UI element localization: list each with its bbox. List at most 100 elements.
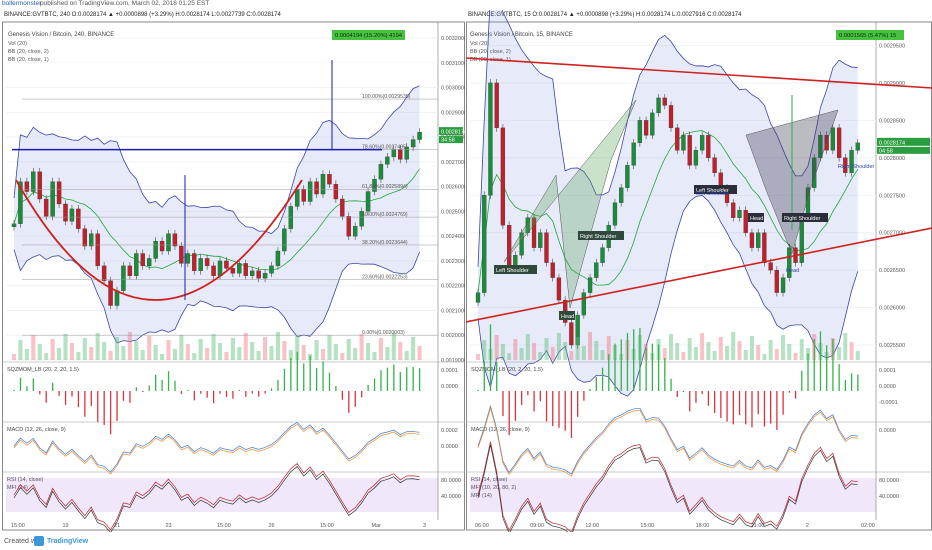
volume-bar [781, 335, 786, 360]
candle-body [675, 127, 680, 151]
volume-bar [762, 354, 767, 360]
squeeze-bar [19, 377, 22, 391]
volume-bar [681, 352, 686, 360]
y-tick-label: 0.0028500 [879, 118, 905, 124]
candle-body [185, 253, 191, 264]
indicator-name: MFI (10, 20, 80, 2) [471, 485, 516, 491]
candle-body [830, 127, 836, 151]
squeeze-bar [155, 374, 157, 391]
indicator-tick: 0.0000 [879, 384, 896, 390]
volume-bar [700, 333, 705, 360]
chart-canvas-right[interactable]: 0.0029500 0.0029000 0.0028500 0.0028000 0.00… [466, 10, 932, 532]
rsi-band [470, 478, 876, 512]
squeeze-bar [322, 361, 324, 391]
volume-bar [600, 350, 605, 360]
volume-bar [575, 337, 580, 360]
squeeze-bar [689, 391, 691, 412]
squeeze-bar [564, 391, 566, 431]
indicator-name: MACD (12, 26, close, 9) [7, 427, 66, 433]
squeeze-bar [701, 391, 703, 394]
bollinger-upper [477, 10, 858, 267]
candle-body [488, 82, 493, 196]
squeeze-bar [508, 391, 510, 436]
chart-title-right: Genesis Vision / Bitcoin, 15, BINANCE [470, 32, 573, 38]
volume-bar [712, 351, 717, 360]
volume-bar [160, 354, 165, 360]
volume-bar [185, 344, 190, 360]
candle-body [95, 233, 100, 267]
squeeze-bar [527, 391, 529, 396]
squeeze-bar [90, 391, 92, 407]
candle-body [818, 135, 823, 158]
squeeze-bar [58, 391, 60, 396]
x-tick-label: Mar [372, 523, 382, 529]
squeeze-bar [570, 391, 573, 438]
volume-bar [243, 333, 248, 360]
squeeze-bar [807, 353, 809, 391]
candle-body [404, 146, 409, 160]
squeeze-bar [64, 391, 67, 405]
bollinger-upper [13, 85, 420, 235]
macd-signal [13, 423, 420, 475]
volume-bar [372, 352, 377, 360]
indicator-name: MFI (14) [471, 493, 492, 499]
squeeze-bar [84, 391, 86, 417]
study-bb2-right: BB (20, close, 2) [470, 49, 511, 55]
y-tick-label: 0.0032000 [441, 36, 465, 42]
squeeze-bar [639, 327, 641, 391]
fib-level-label: 100.00%(0.0029535) [362, 94, 411, 100]
cup-curve [15, 179, 303, 301]
candle-body [385, 156, 390, 165]
squeeze-bar [614, 343, 616, 391]
squeeze-bar [335, 386, 337, 391]
squeeze-bar [129, 391, 131, 403]
squeeze-bar [367, 384, 369, 391]
squeeze-bar [193, 391, 195, 401]
target-box-label: 0.0001565 (5.47%) 15 [839, 33, 896, 39]
volume-bar [563, 342, 568, 360]
candle-body [18, 181, 23, 224]
squeeze-bar [552, 391, 554, 427]
candle-body [108, 280, 113, 306]
y-tick-label: 0.0026500 [879, 268, 905, 274]
candle-body [320, 174, 326, 195]
candle-body [531, 217, 537, 248]
squeeze-bar [651, 343, 654, 391]
chart-canvas-left[interactable]: 0.0032000 0.0031000 0.0030000 0.0029000 0.00… [2, 10, 465, 532]
squeeze-bar [277, 379, 279, 391]
volume-bar [725, 346, 730, 360]
candle-body [737, 210, 742, 218]
squeeze-bar [763, 391, 766, 427]
candle-body [333, 183, 339, 200]
tradingview-brand[interactable]: TradingView [47, 538, 89, 545]
fib-level-label: 78.60%(0.0027495) [362, 145, 408, 151]
volume-bar [837, 347, 842, 360]
volume-bar [787, 344, 792, 360]
volume-bar [121, 346, 126, 360]
indicator-tick: 0.0000 [441, 444, 458, 450]
y-tick-label: 0.0020000 [441, 333, 465, 339]
candle-body [69, 208, 75, 222]
indicator-name: SQZMOM_LB (20, 2, 20, 1.5) [471, 367, 543, 373]
squeeze-bar [238, 390, 241, 391]
candle-body [359, 211, 364, 227]
volume-bar [594, 341, 599, 360]
chart-panel-right[interactable]: BINANCE:GVTBTC, 15 O:0.0028174 ▲ +0.0000… [466, 10, 932, 532]
last-price-badge [439, 127, 463, 136]
author-link[interactable]: bollermonster [2, 0, 42, 7]
squeeze-bar [533, 391, 535, 412]
candle-body [575, 314, 580, 346]
candle-body [587, 277, 593, 293]
tradingview-logo-icon[interactable] [34, 536, 44, 546]
y-tick-label: 0.0031000 [441, 61, 465, 67]
volume-bar [153, 345, 158, 360]
candle-body [230, 268, 236, 274]
inv-pattern-label: Right Shoulder [838, 164, 875, 170]
candle-body [855, 142, 860, 151]
candle-body [192, 253, 197, 271]
y-tick-label: 0.0027000 [441, 160, 465, 166]
volume-bar [37, 344, 42, 360]
candle-body [581, 292, 586, 316]
chart-panel-left[interactable]: BINANCE:GVTBTC, 240 O:0.0028174 ▲ +0.000… [2, 10, 465, 532]
squeeze-bar [745, 391, 747, 425]
